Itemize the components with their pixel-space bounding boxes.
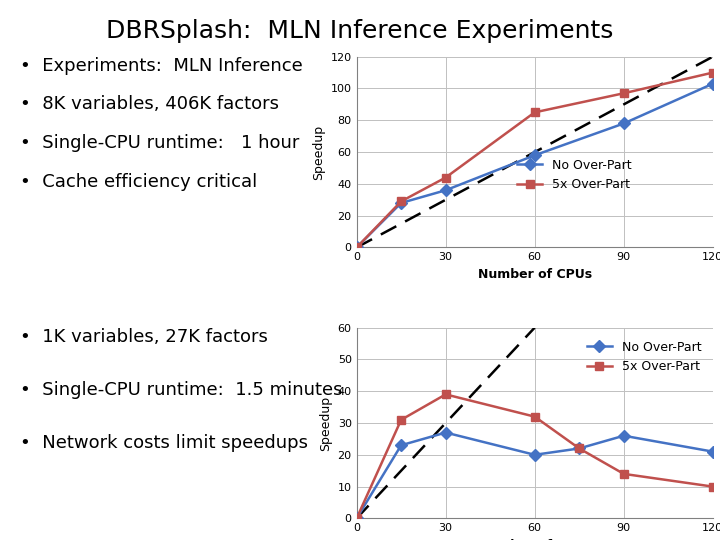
No Over-Part <box>531 152 539 159</box>
5x Over-Part <box>397 198 405 205</box>
No Over-Part <box>397 200 405 206</box>
No Over-Part <box>441 429 450 436</box>
Line: No Over-Part: No Over-Part <box>353 79 717 252</box>
No Over-Part <box>531 451 539 458</box>
Line: 5x Over-Part: 5x Over-Part <box>353 69 717 252</box>
No Over-Part <box>575 445 583 451</box>
Text: •  Cache efficiency critical: • Cache efficiency critical <box>20 173 257 191</box>
X-axis label: Number of CPUs: Number of CPUs <box>477 268 592 281</box>
No Over-Part <box>352 244 361 251</box>
5x Over-Part <box>441 174 450 181</box>
X-axis label: Number of CPUs: Number of CPUs <box>477 539 592 540</box>
Line: No Over-Part: No Over-Part <box>353 428 717 523</box>
Text: •  8K variables, 406K factors: • 8K variables, 406K factors <box>20 96 279 113</box>
5x Over-Part <box>352 244 361 251</box>
5x Over-Part <box>397 416 405 423</box>
5x Over-Part <box>531 109 539 116</box>
Text: •  Single-CPU runtime:   1 hour: • Single-CPU runtime: 1 hour <box>20 134 300 152</box>
5x Over-Part <box>531 414 539 420</box>
5x Over-Part <box>441 391 450 397</box>
5x Over-Part <box>575 445 583 451</box>
Y-axis label: Speedup: Speedup <box>319 395 332 450</box>
No Over-Part <box>397 442 405 449</box>
No Over-Part <box>352 515 361 522</box>
Line: 5x Over-Part: 5x Over-Part <box>353 390 717 523</box>
Text: •  Network costs limit speedups: • Network costs limit speedups <box>20 434 308 451</box>
Text: •  Single-CPU runtime:  1.5 minutes: • Single-CPU runtime: 1.5 minutes <box>20 381 343 399</box>
No Over-Part <box>619 120 628 127</box>
5x Over-Part <box>619 471 628 477</box>
No Over-Part <box>708 80 717 87</box>
5x Over-Part <box>352 515 361 522</box>
Text: •  1K variables, 27K factors: • 1K variables, 27K factors <box>20 328 268 346</box>
No Over-Part <box>441 187 450 193</box>
Legend: No Over-Part, 5x Over-Part: No Over-Part, 5x Over-Part <box>513 154 637 196</box>
No Over-Part <box>619 433 628 439</box>
Text: •  Experiments:  MLN Inference: • Experiments: MLN Inference <box>20 57 303 75</box>
5x Over-Part <box>619 90 628 97</box>
5x Over-Part <box>708 483 717 490</box>
5x Over-Part <box>708 69 717 76</box>
Y-axis label: Speedup: Speedup <box>312 125 325 180</box>
Legend: No Over-Part, 5x Over-Part: No Over-Part, 5x Over-Part <box>582 336 706 378</box>
No Over-Part <box>708 448 717 455</box>
Text: DBRSplash:  MLN Inference Experiments: DBRSplash: MLN Inference Experiments <box>107 19 613 43</box>
